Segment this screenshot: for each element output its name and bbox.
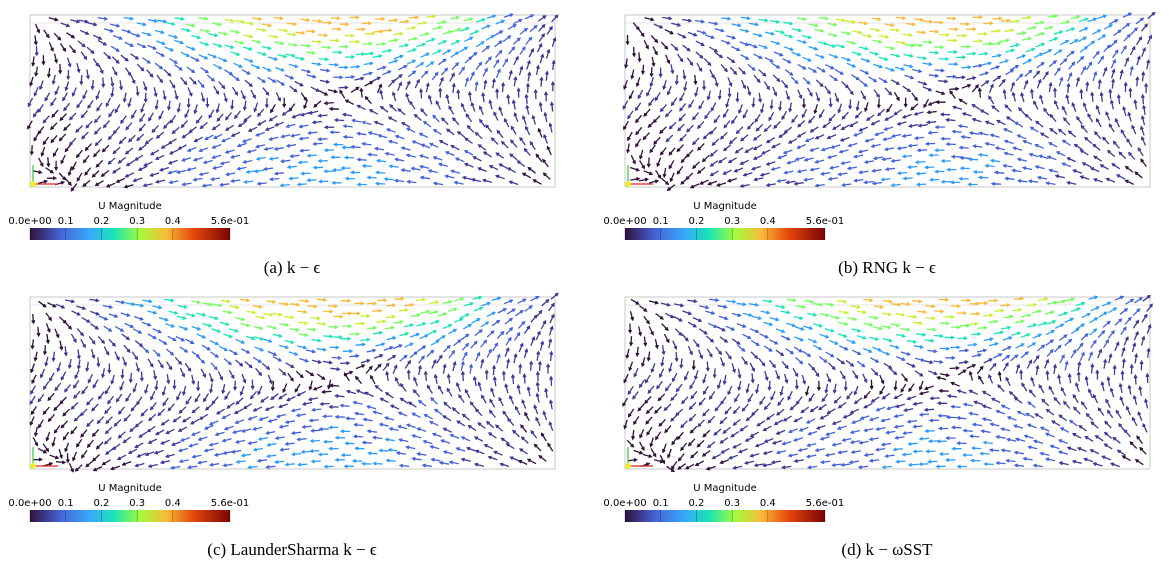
colorbar-tick-label: 0.4 <box>165 498 181 509</box>
domain-box <box>624 14 1151 188</box>
vector-arrows <box>786 297 1076 332</box>
vector-arrows <box>165 16 486 62</box>
colorbar-title: U Magnitude <box>693 483 756 494</box>
vector-arrows <box>758 17 1090 62</box>
vector-arrows <box>125 296 502 470</box>
vector-arrows <box>694 12 1145 188</box>
vector-arrows <box>98 295 540 470</box>
vector-arrows <box>27 14 559 188</box>
colorbar-tick-label: 0.1 <box>58 498 74 509</box>
axis-origin <box>30 463 36 469</box>
colorbar-tick-label: 0.4 <box>760 216 776 227</box>
colorbar-tick-label: 0.0e+00 <box>603 498 646 509</box>
colorbar-tick-label: 0.3 <box>724 498 740 509</box>
vector-arrows <box>220 297 440 326</box>
vector-arrows <box>622 298 1147 473</box>
panel: U Magnitude 0.0e+00 0.1 0.2 0.3 0.4 5.6e-01 (a)… <box>8 13 559 277</box>
vector-arrows <box>623 17 1147 192</box>
vector-arrows <box>239 296 415 319</box>
vector-arrows <box>796 14 1081 51</box>
vector-arrows <box>185 15 474 55</box>
vector-arrows <box>123 14 506 188</box>
vector-arrows <box>762 299 1086 344</box>
vector-arrows <box>835 15 1032 45</box>
vector-arrows <box>627 294 1153 470</box>
vector-arrows <box>837 297 1049 326</box>
colorbar-tick-label: 0.3 <box>129 498 145 509</box>
caption: (b) RNG k − ϵ <box>838 258 936 277</box>
colorbar-tick-label: 0.2 <box>688 498 704 509</box>
vector-arrows <box>863 296 1025 316</box>
vector-arrows <box>252 15 420 38</box>
colorbar <box>625 228 825 240</box>
colorbar-tick-label: 0.2 <box>93 216 109 227</box>
colorbar-tick-label: 0.0e+00 <box>8 216 51 227</box>
colorbar-title: U Magnitude <box>98 483 161 494</box>
colorbar-tick-label: 5.6e-01 <box>211 498 249 509</box>
colorbar-tick-label: 0.3 <box>129 216 145 227</box>
vector-arrows <box>97 13 538 188</box>
caption: (a) k − ϵ <box>264 258 321 277</box>
colorbar-title: U Magnitude <box>98 201 161 212</box>
colorbar-tick-label: 0.4 <box>165 216 181 227</box>
vector-arrows <box>622 11 1156 188</box>
colorbar-tick-label: 0.0e+00 <box>8 498 51 509</box>
colorbar-tick-label: 0.4 <box>760 498 776 509</box>
colorbar <box>30 228 230 240</box>
caption: (d) k − ωSST <box>841 540 933 559</box>
colorbar <box>625 510 825 522</box>
caption: (c) LaunderSharma k − ϵ <box>207 540 377 559</box>
colorbar-tick-label: 5.6e-01 <box>211 216 249 227</box>
colorbar-title: U Magnitude <box>693 201 756 212</box>
vector-arrows <box>857 15 1012 35</box>
vector-arrows <box>190 297 465 337</box>
domain-box <box>624 296 1151 470</box>
vector-arrows <box>27 16 552 192</box>
colorbar-tick-label: 0.1 <box>653 498 669 509</box>
vector-arrows <box>721 14 1114 188</box>
panel: U Magnitude 0.0e+00 0.1 0.2 0.3 0.4 5.6e-01 (c)… <box>8 292 559 559</box>
axis-origin <box>30 181 36 187</box>
vector-arrows <box>29 292 559 469</box>
colorbar-tick-label: 0.0e+00 <box>603 216 646 227</box>
panel: U Magnitude 0.0e+00 0.1 0.2 0.3 0.4 5.6e-01 (b)… <box>603 11 1156 277</box>
vector-arrows <box>164 295 484 345</box>
colorbar-tick-label: 0.3 <box>724 216 740 227</box>
colorbar-tick-label: 0.2 <box>688 216 704 227</box>
domain-box <box>29 296 556 470</box>
colorbar-tick-label: 0.2 <box>93 498 109 509</box>
vector-arrows <box>699 295 1143 470</box>
axis-origin <box>625 181 631 187</box>
domain-box <box>29 14 556 188</box>
colorbar-tick-label: 5.6e-01 <box>806 216 844 227</box>
vector-arrows <box>29 300 554 473</box>
colorbar-tick-label: 5.6e-01 <box>806 498 844 509</box>
axis-origin <box>625 463 631 469</box>
vector-arrows <box>726 295 1118 470</box>
vector-arrows <box>224 14 437 44</box>
colorbar-tick-label: 0.1 <box>653 216 669 227</box>
colorbar <box>30 510 230 522</box>
colorbar-tick-label: 0.1 <box>58 216 74 227</box>
panel: U Magnitude 0.0e+00 0.1 0.2 0.3 0.4 5.6e-01 (d)… <box>603 294 1153 559</box>
